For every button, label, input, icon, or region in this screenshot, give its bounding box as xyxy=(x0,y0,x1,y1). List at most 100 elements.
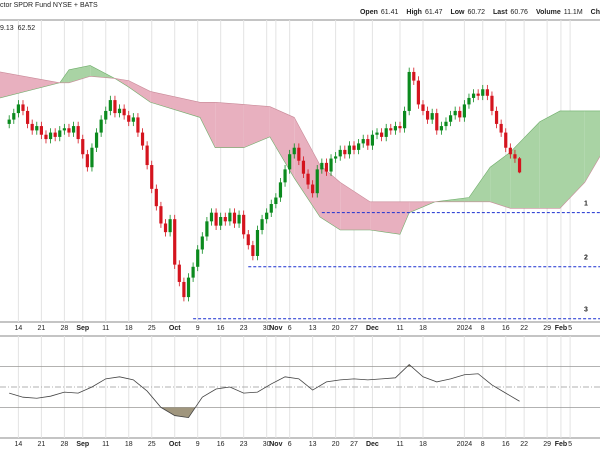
x-tick-label: 18 xyxy=(419,441,427,448)
candle-body xyxy=(219,217,223,226)
x-tick-label: 14 xyxy=(14,325,22,332)
candle-body xyxy=(476,93,480,96)
candle-body xyxy=(228,212,232,222)
candle-body xyxy=(53,132,57,137)
candle-body xyxy=(90,147,94,168)
candle-body xyxy=(278,182,283,198)
candle-body xyxy=(421,104,425,111)
candle-body xyxy=(499,123,503,133)
labels: 9.13 62.52141421212828SepSep111118182525O… xyxy=(0,25,588,448)
x-tick-label: 25 xyxy=(148,325,156,332)
candle-body xyxy=(504,132,508,148)
candle-body xyxy=(311,184,315,194)
candle-body xyxy=(402,110,407,129)
candle-body xyxy=(58,130,62,137)
x-tick-label: 18 xyxy=(419,325,427,332)
x-tick-label: 30 xyxy=(263,325,271,332)
stats-bar: Open 61.41 High 61.47 Low 60.72 Last 60.76 Volum… xyxy=(352,9,600,16)
stat-label: Open xyxy=(359,9,378,16)
x-tick-label: Oct xyxy=(169,441,181,448)
level-label: 1 xyxy=(584,201,588,208)
cloud-segment xyxy=(320,165,341,230)
x-tick-label: 5 xyxy=(568,441,572,448)
x-tick-label: 20 xyxy=(332,441,340,448)
candles xyxy=(7,67,522,302)
stat-value: 60.72 xyxy=(467,9,486,16)
x-tick-label: 27 xyxy=(350,441,358,448)
candle-body xyxy=(76,126,80,140)
candle-body xyxy=(237,214,241,224)
x-tick-label: 23 xyxy=(240,441,248,448)
candle-body xyxy=(255,229,260,256)
candle-body xyxy=(173,219,177,265)
x-tick-label: Dec xyxy=(366,441,379,448)
candle-body xyxy=(205,221,209,237)
stat-label: Last xyxy=(493,9,508,16)
x-tick-label: 28 xyxy=(60,325,68,332)
candle-body xyxy=(292,147,296,155)
candle-body xyxy=(196,249,200,267)
candle-body xyxy=(274,197,278,205)
candle-body xyxy=(223,217,227,222)
x-tick-label: 16 xyxy=(217,441,225,448)
stat-label: Ch xyxy=(590,9,600,16)
candle-body xyxy=(21,104,25,111)
candle-body xyxy=(67,128,71,133)
x-tick-label: Sep xyxy=(76,325,89,332)
candle-body xyxy=(145,145,149,166)
grid xyxy=(17,20,571,438)
x-tick-label: 11 xyxy=(102,441,109,448)
candle-body xyxy=(380,132,384,137)
candle-body xyxy=(338,149,342,157)
cloud-segment xyxy=(370,201,400,235)
x-tick-label: 21 xyxy=(37,441,45,448)
candle-body xyxy=(444,121,448,127)
overlay-value: 62.52 xyxy=(18,25,36,32)
level-label: 2 xyxy=(584,255,588,262)
candle-body xyxy=(140,132,145,146)
candle-body xyxy=(81,139,85,155)
cloud-segment xyxy=(128,80,151,103)
candle-body xyxy=(370,134,375,146)
candle-body xyxy=(448,115,453,122)
candle-body xyxy=(407,71,411,111)
x-tick-label: 13 xyxy=(309,325,317,332)
cloud-segment xyxy=(150,91,200,118)
candle-body xyxy=(154,188,158,207)
candle-body xyxy=(513,154,517,159)
x-tick-label: 29 xyxy=(543,325,551,332)
candle-body xyxy=(494,110,499,124)
candle-body xyxy=(191,266,195,278)
candle-body xyxy=(329,158,333,172)
candle-body xyxy=(186,277,191,298)
stat-value: 61.47 xyxy=(424,9,443,16)
candle-body xyxy=(430,113,434,120)
candle-body xyxy=(260,219,264,230)
candle-body xyxy=(269,204,273,213)
x-tick-label: 23 xyxy=(240,325,248,332)
candle-body xyxy=(425,110,430,120)
stat-label: Low xyxy=(450,9,465,16)
candle-body xyxy=(453,110,457,116)
x-tick-label: 6 xyxy=(288,441,292,448)
candle-body xyxy=(7,119,11,124)
candle-body xyxy=(265,212,269,220)
candle-body xyxy=(117,108,122,114)
candle-body xyxy=(288,154,292,170)
candle-body xyxy=(35,126,39,131)
cloud-segment xyxy=(243,104,270,148)
candle-body xyxy=(347,145,352,155)
rsi xyxy=(0,364,600,419)
candle-body xyxy=(485,89,489,96)
x-tick-label: Sep xyxy=(76,441,89,448)
candle-body xyxy=(458,110,462,118)
candle-body xyxy=(251,245,255,256)
rsi-overbought-fill xyxy=(9,364,520,367)
candle-body xyxy=(127,115,131,122)
cloud-segment xyxy=(400,201,410,235)
candle-body xyxy=(315,169,319,194)
candle-body xyxy=(398,126,402,129)
x-tick-label: 18 xyxy=(125,325,133,332)
cloud-segment xyxy=(560,110,585,209)
candle-body xyxy=(297,147,301,161)
